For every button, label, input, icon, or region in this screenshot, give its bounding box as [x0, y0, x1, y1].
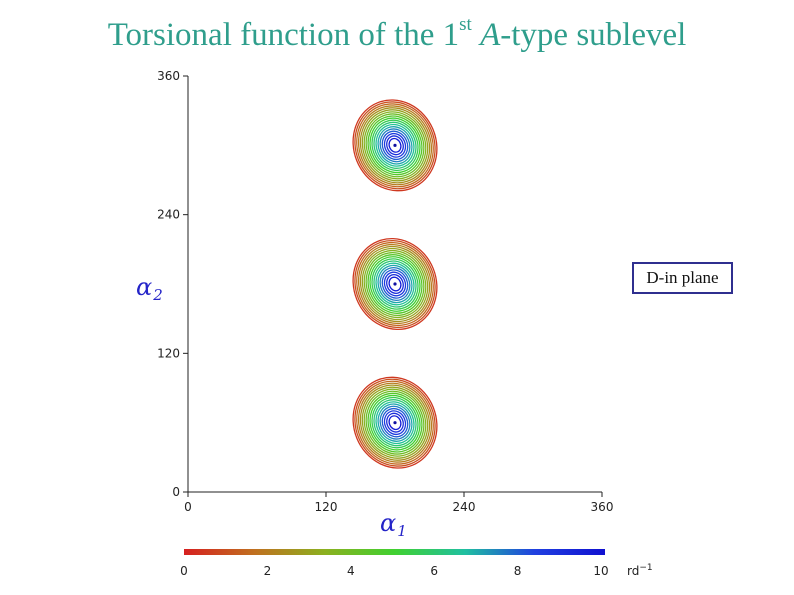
contour-peak2-level-14	[377, 264, 413, 304]
plane-annotation-box: D-in plane	[632, 262, 733, 294]
chart-title: Torsional function of the 1st A-type sub…	[0, 14, 794, 54]
x-tick-label-120: 120	[315, 500, 338, 514]
axis-labels: α2 α1	[136, 273, 407, 540]
contour-peak3-level-12	[373, 121, 417, 169]
contour-peak1-level-13	[375, 401, 415, 445]
colorbar-tick-0: 0	[180, 564, 188, 578]
contour-peak1-level-17	[383, 410, 407, 436]
contour-peak3-level-14	[377, 126, 413, 165]
contour-peak1-level-6	[361, 386, 429, 459]
contour-group	[352, 99, 438, 469]
contour-peak1-level-2	[354, 378, 436, 467]
contour-peak2-level-18	[386, 274, 404, 294]
title-superscript: st	[459, 14, 472, 35]
contour-peak3-level-16	[381, 130, 409, 161]
contour-peak2-level-11	[371, 258, 419, 310]
contour-peak2-level-2	[354, 239, 436, 329]
contour-peak3-level-6	[361, 109, 429, 182]
contour-peak2-level-13	[375, 262, 415, 306]
contour-peak2-level-7	[363, 249, 427, 319]
contour-peak1-level-14	[377, 403, 413, 442]
contour-peak2-level-16	[381, 269, 409, 299]
colorbar-tick-6: 6	[430, 564, 438, 578]
x-axis-label: α1	[380, 509, 407, 540]
contour-peak2-level-4	[358, 243, 432, 325]
contour-peak2-level-1	[352, 237, 438, 331]
contour-peak2-level-12	[373, 260, 417, 308]
x-tick-label-0: 0	[184, 500, 192, 514]
contour-peak1-level-11	[371, 396, 419, 449]
contour-peak1-center	[393, 421, 397, 425]
y-axis-label-symbol: α	[136, 273, 152, 301]
contour-peak3-level-3	[356, 103, 434, 188]
x-axis-label-symbol: α	[380, 509, 396, 537]
contour-peak2-level-5	[359, 245, 431, 323]
contour-peak2-level-8	[365, 252, 425, 316]
y-tick-label-0: 0	[172, 485, 180, 499]
contour-peak3-level-5	[359, 107, 431, 184]
colorbar-unit: rd−1	[627, 563, 653, 578]
contour-peak3-level-15	[379, 128, 411, 163]
y-tick-label-240: 240	[157, 208, 180, 222]
colorbar-bar	[184, 549, 605, 555]
contour-peak2-level-3	[356, 241, 434, 327]
y-tick-label-120: 120	[157, 346, 180, 360]
contour-peak1-level-18	[386, 412, 404, 433]
colorbar-unit-sup: −1	[639, 563, 652, 573]
contour-peak1-level-3	[356, 380, 434, 465]
x-axis-label-subscript: 1	[397, 522, 407, 540]
contour-peak3-level-10	[369, 117, 421, 174]
contour-peak1-level-7	[363, 388, 427, 457]
contour-peak3-center	[393, 143, 397, 147]
axes-group: 0 120 240 360 0 120 240 360	[157, 69, 613, 514]
contour-peak2-level-9	[367, 254, 423, 314]
colorbar-tick-2: 2	[264, 564, 272, 578]
contour-peak2-level-10	[369, 256, 421, 312]
contour-peak3-level-2	[354, 101, 436, 190]
contour-peak1-level-19	[388, 415, 402, 431]
contour-peak3-level-7	[363, 111, 427, 180]
contour-peak1-level-8	[365, 390, 425, 455]
contour-peak2-level-19	[388, 276, 402, 292]
contour-peak3-level-18	[386, 135, 404, 156]
contour-peak3-level-11	[371, 119, 419, 172]
colorbar-unit-text: rd	[627, 564, 639, 578]
y-axis-label-subscript: 2	[152, 286, 163, 304]
colorbar: 0 2 4 6 8 10	[180, 549, 609, 578]
title-suffix: -type sublevel	[500, 17, 687, 53]
contour-peak3-level-4	[358, 105, 432, 186]
colorbar-tick-10: 10	[593, 564, 608, 578]
y-axis-label: α2	[136, 273, 163, 304]
contour-peak1-level-4	[358, 382, 432, 463]
title-italic: A	[480, 17, 501, 53]
contour-peak3-level-13	[375, 123, 415, 167]
contour-peak3-level-17	[383, 132, 407, 158]
contour-peak1-level-10	[369, 394, 421, 451]
contour-peak3-level-8	[365, 113, 425, 178]
contour-peak3-level-9	[367, 115, 423, 176]
contour-peak2-level-17	[383, 271, 407, 297]
contour-peak3-level-19	[388, 137, 402, 153]
contour-peak1-level-16	[381, 407, 409, 438]
contour-peak1-level-12	[373, 399, 417, 447]
contour-peak1-level-9	[367, 392, 423, 453]
x-tick-label-360: 360	[591, 500, 614, 514]
contour-peak1-level-1	[352, 376, 438, 469]
contour-peak1-level-15	[379, 405, 411, 440]
colorbar-tick-4: 4	[347, 564, 355, 578]
contour-peak3-level-1	[352, 99, 438, 192]
y-tick-label-360: 360	[157, 69, 180, 83]
x-tick-label-240: 240	[453, 500, 476, 514]
colorbar-tick-8: 8	[514, 564, 522, 578]
contour-peak2-level-6	[361, 247, 429, 321]
contour-peak2-center	[393, 282, 397, 286]
contour-peak2-level-15	[379, 266, 411, 302]
contour-peak1-level-5	[359, 384, 431, 461]
title-prefix: Torsional function of the 1	[107, 17, 460, 53]
